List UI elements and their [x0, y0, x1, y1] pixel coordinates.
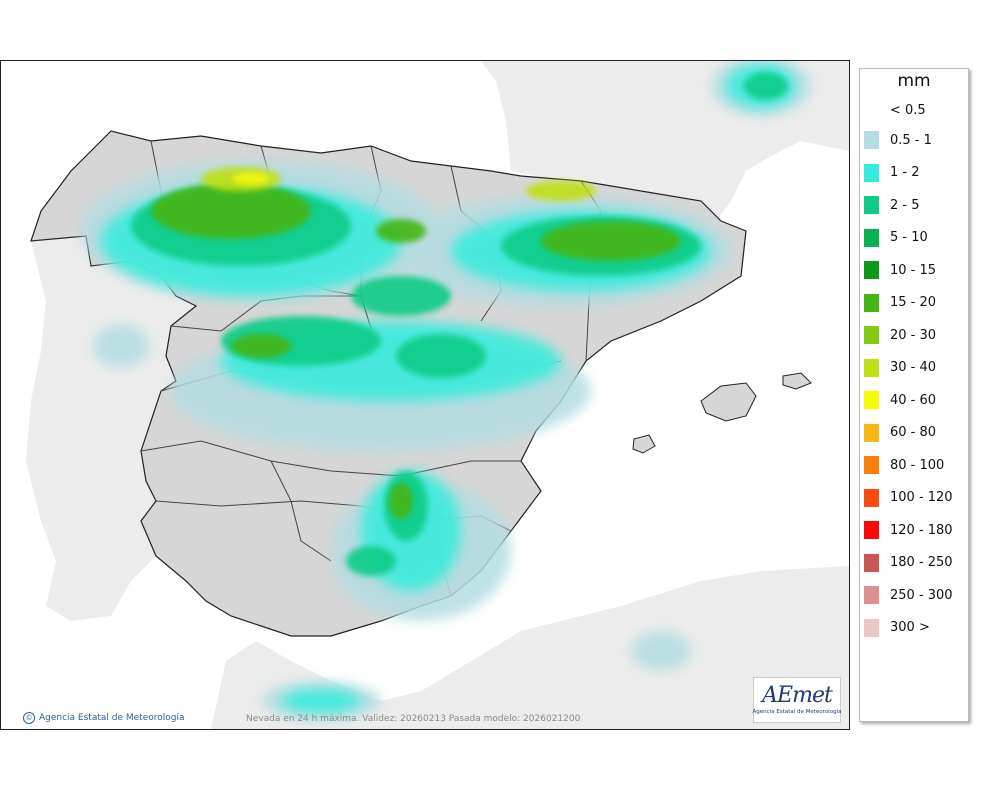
map-panel[interactable]: © Agencia Estatal de Meteorología Nevada… [0, 60, 850, 730]
legend-item: 300 > [864, 618, 930, 637]
legend-swatch [864, 586, 879, 604]
legend-label: 120 - 180 [890, 522, 953, 538]
legend-unit: mm [897, 71, 931, 91]
logo-subtitle: Agencia Estatal de Meteorología [752, 709, 842, 715]
legend-swatch [864, 196, 879, 214]
snow-dark-green [151, 183, 681, 519]
legend-label: 5 - 10 [890, 230, 928, 245]
legend-swatch [864, 391, 879, 409]
legend-item: 5 - 10 [864, 228, 928, 247]
copyright-icon: © [23, 712, 35, 724]
legend-item: 40 - 60 [864, 391, 936, 409]
snow-yellow [201, 167, 596, 201]
legend-label: 300 > [890, 620, 930, 635]
legend-swatch [864, 423, 879, 442]
legend-label: 1 - 2 [890, 165, 920, 180]
legend-swatch [864, 326, 879, 344]
legend-label: 20 - 30 [890, 327, 937, 343]
legend-item: 30 - 40 [864, 358, 937, 377]
portugal-land [26, 236, 196, 621]
legend-label: 2 - 5 [890, 197, 920, 213]
snowfall-map [1, 61, 849, 729]
legend-swatch [864, 228, 879, 247]
legend-item: 120 - 180 [864, 521, 953, 539]
legend-swatch [864, 456, 879, 474]
legend-label: 80 - 100 [890, 457, 945, 473]
legend-item: 15 - 20 [864, 293, 937, 312]
legend-label: 250 - 300 [890, 587, 953, 603]
legend-item: 10 - 15 [864, 261, 936, 279]
legend-item: 60 - 80 [864, 423, 937, 442]
legend-label: 0.5 - 1 [890, 132, 932, 148]
mallorca [700, 382, 757, 422]
legend-label: 180 - 250 [890, 555, 953, 570]
legend-label: 15 - 20 [890, 295, 937, 310]
africa-land [211, 566, 849, 729]
legend-swatch [864, 358, 879, 377]
legend-swatch [864, 553, 879, 572]
legend-swatch [864, 163, 879, 182]
credit-text: Agencia Estatal de Meteorología [39, 713, 185, 723]
legend-swatch [864, 131, 879, 149]
ibiza [632, 434, 656, 454]
legend-item: 20 - 30 [864, 326, 936, 344]
legend-swatch [864, 488, 879, 507]
legend-item: 180 - 250 [864, 553, 953, 572]
legend-first-label: < 0.5 [890, 103, 926, 118]
logo-mark: AEmet [762, 683, 833, 708]
legend-item: 100 - 120 [864, 488, 953, 507]
legend-swatch [864, 618, 879, 637]
legend-swatch [864, 261, 879, 279]
legend: mm < 0.5 0.5 - 1 1 - 2 2 - 5 5 - 10 10 - 15 1… [859, 68, 969, 722]
legend-swatch [864, 521, 879, 539]
legend-label: 30 - 40 [890, 360, 937, 375]
legend-item: 2 - 5 [864, 196, 920, 214]
agency-credit: © Agencia Estatal de Meteorología [23, 712, 185, 724]
legend-label: 100 - 120 [890, 490, 953, 505]
legend-swatch [864, 293, 879, 312]
legend-item: 0.5 - 1 [864, 131, 932, 149]
legend-item: 250 - 300 [864, 586, 953, 604]
menorca [782, 372, 812, 390]
legend-item: 1 - 2 [864, 163, 920, 182]
legend-item: 80 - 100 [864, 456, 944, 474]
legend-label: 10 - 15 [890, 262, 937, 278]
map-caption: Nevada en 24 h máxima. Validez: 20260213… [246, 714, 581, 724]
legend-label: 60 - 80 [890, 425, 937, 440]
legend-label: 40 - 60 [890, 392, 937, 408]
aemet-logo: AEmet Agencia Estatal de Meteorología [753, 677, 841, 723]
